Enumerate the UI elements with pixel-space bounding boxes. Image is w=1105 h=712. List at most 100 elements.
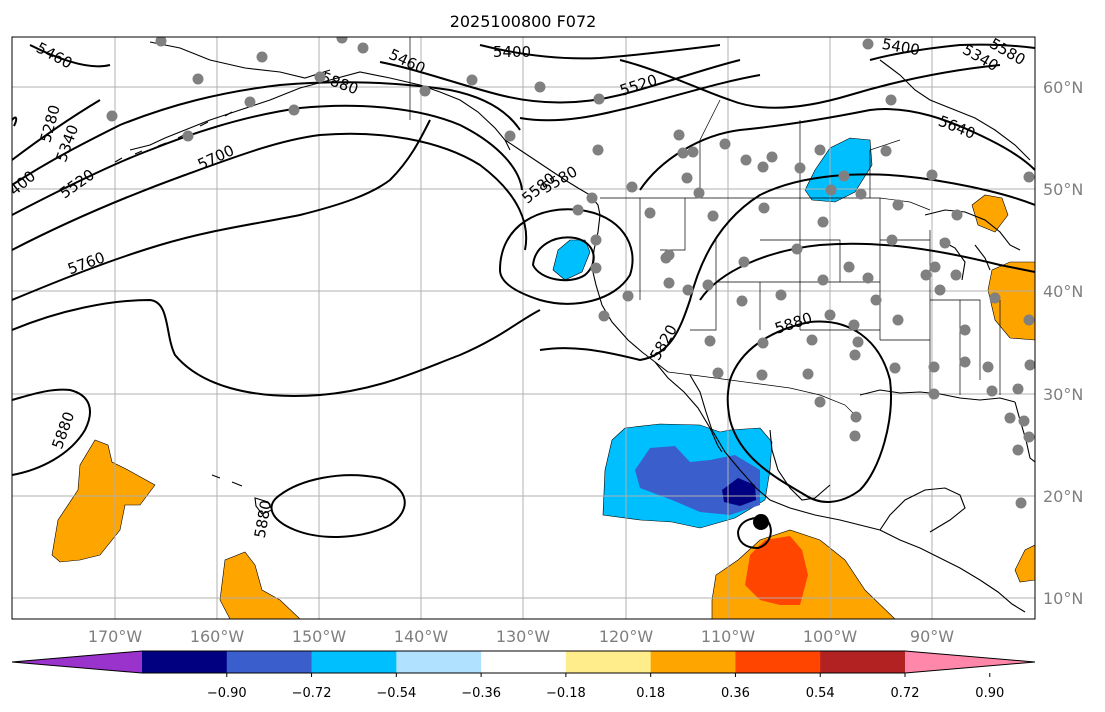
- station-marker: [850, 411, 862, 423]
- station-marker: [586, 192, 598, 204]
- shade-hawaii-south-positive: [219, 551, 301, 619]
- station-marker: [1024, 359, 1035, 371]
- station-marker: [1015, 497, 1027, 509]
- latitude-labels: 60°N 50°N 40°N 30°N 20°N 10°N: [1043, 78, 1083, 608]
- coast-gulf: [769, 389, 1016, 501]
- station-marker: [673, 129, 685, 141]
- lat-label-60n: 60°N: [1043, 78, 1083, 97]
- station-marker: [622, 290, 634, 302]
- station-marker: [256, 51, 268, 63]
- colorbar-segment: [311, 651, 397, 673]
- contour-5880-east: [699, 242, 1035, 301]
- station-marker: [862, 38, 874, 50]
- station-marker: [794, 162, 806, 174]
- station-marker: [593, 93, 605, 105]
- contour-ca-low-mid: [499, 208, 634, 305]
- anomaly-shading: [51, 137, 1035, 619]
- lat-label-30n: 30°N: [1043, 385, 1083, 404]
- map-panel: 5460 5280 5340 5400 5520 5700 5760 5880 …: [12, 35, 1035, 619]
- lon-label-100w: 100°W: [803, 627, 858, 646]
- station-marker: [959, 324, 971, 336]
- colorbar-tick-label: 0.36: [721, 686, 750, 701]
- contour-5460: [29, 44, 741, 104]
- contour-5880-mex: [726, 320, 892, 503]
- coast-yucatan: [879, 487, 966, 533]
- station-marker: [814, 396, 826, 408]
- cyclone-marker: [753, 514, 769, 530]
- station-marker: [855, 188, 867, 200]
- station-marker: [677, 147, 689, 159]
- station-marker: [244, 96, 256, 108]
- contour-5820-west: [12, 298, 541, 397]
- station-marker: [825, 184, 837, 196]
- coast-central-america: [879, 529, 1026, 613]
- station-marker: [817, 274, 829, 286]
- station-marker: [357, 42, 369, 54]
- station-marker: [926, 169, 938, 181]
- station-marker: [740, 154, 752, 166]
- station-marker: [504, 130, 516, 142]
- colorbar-tick-label: −0.36: [461, 686, 501, 701]
- contour-5880-west: [12, 388, 91, 476]
- station-marker: [693, 187, 705, 199]
- contour-label: 5400: [493, 43, 531, 61]
- contour-5760: [12, 119, 431, 301]
- station-marker: [106, 110, 118, 122]
- station-marker: [959, 356, 971, 368]
- station-marker: [682, 284, 694, 296]
- lat-label-50n: 50°N: [1043, 180, 1083, 199]
- colorbar-tick-label: −0.54: [376, 686, 416, 701]
- station-marker: [707, 210, 719, 222]
- coast-hawaii: [211, 474, 273, 515]
- station-marker: [802, 368, 814, 380]
- border-us-canada: [600, 197, 931, 211]
- contour-labels: 5460 5280 5340 5400 5520 5700 5760 5880 …: [12, 35, 1029, 539]
- colorbar-extend-low: [12, 651, 142, 673]
- lon-label-130w: 130°W: [496, 627, 551, 646]
- contour-5580: [12, 81, 521, 186]
- colorbar-segment: [650, 651, 736, 673]
- station-marker: [192, 73, 204, 85]
- station-marker: [758, 202, 770, 214]
- shade-greatlakes-positive: [971, 194, 1009, 233]
- station-marker: [590, 262, 602, 274]
- station-marker: [1023, 314, 1035, 326]
- contour-5640-east: [639, 108, 1035, 191]
- station-marker: [572, 204, 584, 216]
- lon-label-120w: 120°W: [599, 627, 654, 646]
- lon-label-90w: 90°W: [910, 627, 954, 646]
- station-marker: [757, 337, 769, 349]
- colorbar-segment: [735, 651, 821, 673]
- station-marker: [182, 130, 194, 142]
- station-marker: [892, 199, 904, 211]
- border-us-mexico: [667, 371, 861, 421]
- lon-label-140w: 140°W: [394, 627, 449, 646]
- contour-label: 5400: [881, 35, 922, 59]
- station-marker: [775, 289, 787, 301]
- border-states-east: [879, 198, 1001, 395]
- contour-5700: [12, 132, 528, 251]
- station-marker: [687, 146, 699, 158]
- colorbar-tick-label: 0.72: [891, 686, 920, 701]
- station-marker: [939, 237, 951, 249]
- colorbar-segment: [396, 651, 482, 673]
- station-marker: [852, 336, 864, 348]
- station-marker: [817, 216, 829, 228]
- station-marker: [920, 269, 932, 281]
- colorbar-tick-label: −0.72: [292, 686, 332, 701]
- longitude-labels: 170°W 160°W 150°W 140°W 130°W 120°W 110°…: [88, 627, 954, 646]
- station-marker: [928, 388, 940, 400]
- colorbar-segment: [481, 651, 567, 673]
- station-marker: [889, 362, 901, 374]
- contour-5580-east: [869, 43, 1035, 61]
- contour-west-low: [12, 116, 18, 127]
- station-marker: [626, 181, 638, 193]
- station-marker: [592, 144, 604, 156]
- station-marker: [982, 361, 994, 373]
- lat-label-40n: 40°N: [1043, 282, 1083, 301]
- station-marker: [806, 334, 818, 346]
- contour-alaska-north: [619, 59, 1001, 109]
- coast-alaska: [129, 71, 511, 151]
- lat-label-10n: 10°N: [1043, 589, 1083, 608]
